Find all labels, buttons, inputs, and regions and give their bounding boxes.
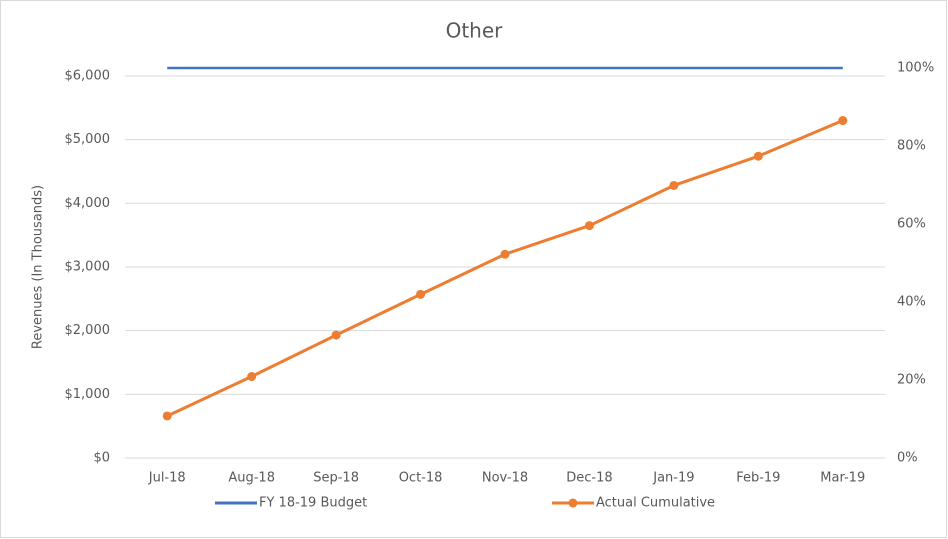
y-tick-label: $0 bbox=[93, 451, 110, 466]
x-tick-label: Sep-18 bbox=[313, 471, 359, 486]
series-marker bbox=[753, 151, 763, 161]
series-marker bbox=[162, 411, 172, 421]
x-tick-label: Oct-18 bbox=[399, 471, 443, 486]
y-tick-label: $3,000 bbox=[65, 259, 111, 274]
y-tick-label: $5,000 bbox=[65, 132, 111, 147]
y-tick-label: $1,000 bbox=[65, 387, 111, 402]
chart-title: Other bbox=[446, 19, 504, 43]
x-tick-label: Nov-18 bbox=[482, 471, 528, 486]
x-tick-label: Jan-19 bbox=[652, 471, 694, 486]
x-tick-label: Mar-19 bbox=[820, 471, 865, 486]
legend-label: FY 18-19 Budget bbox=[259, 496, 367, 511]
series-marker bbox=[247, 371, 257, 381]
series-marker bbox=[331, 330, 341, 340]
y-tick-label: $4,000 bbox=[65, 196, 111, 211]
legend-label: Actual Cumulative bbox=[596, 496, 715, 511]
y-tick-label: $6,000 bbox=[65, 68, 111, 83]
legend-marker bbox=[568, 498, 578, 508]
y2-tick-label: 80% bbox=[897, 139, 926, 154]
y-axis-label: Revenues (In Thousands) bbox=[31, 185, 46, 349]
y2-tick-label: 40% bbox=[897, 295, 926, 310]
series-marker bbox=[669, 180, 679, 190]
y2-tick-label: 0% bbox=[897, 451, 918, 466]
y2-tick-label: 100% bbox=[897, 61, 934, 76]
series-marker bbox=[416, 289, 426, 299]
x-tick-label: Jul-18 bbox=[148, 471, 186, 486]
y2-tick-label: 20% bbox=[897, 373, 926, 388]
x-tick-label: Aug-18 bbox=[228, 471, 275, 486]
series-marker bbox=[838, 116, 848, 126]
y2-tick-label: 60% bbox=[897, 217, 926, 232]
x-tick-label: Dec-18 bbox=[566, 471, 612, 486]
series-marker bbox=[500, 249, 510, 259]
y-tick-label: $2,000 bbox=[65, 323, 111, 338]
series-marker bbox=[584, 221, 594, 231]
x-tick-label: Feb-19 bbox=[736, 471, 780, 486]
